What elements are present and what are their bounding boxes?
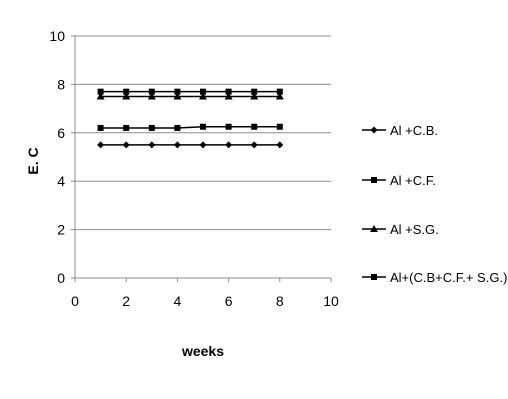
y-tick-label: 8	[57, 76, 65, 92]
data-point	[225, 123, 232, 130]
legend-label: Al +S.G.	[390, 222, 439, 237]
legend: Al +C.B. Al +C.F. Al +S.G. Al+(C.B+C.F.+ S.…	[362, 123, 507, 285]
data-point	[97, 141, 105, 149]
data-point	[97, 88, 104, 95]
x-tick-label: 8	[276, 293, 284, 309]
data-point	[251, 123, 258, 130]
gridlines	[75, 35, 331, 231]
x-tick-label: 0	[71, 293, 79, 309]
series-3	[96, 92, 284, 100]
data-point	[174, 124, 181, 131]
data-point	[122, 141, 130, 149]
data-point	[148, 141, 156, 149]
y-tick-label: 10	[49, 28, 65, 44]
data-point	[250, 92, 259, 100]
legend-label: Al +C.B.	[390, 123, 438, 138]
legend-marker	[370, 225, 378, 232]
data-point	[122, 92, 131, 100]
series-1	[97, 141, 284, 149]
x-tick-label: 4	[174, 293, 182, 309]
legend-label: Al +C.F.	[390, 173, 436, 188]
series-2	[97, 123, 283, 131]
data-point	[123, 124, 130, 131]
legend-label: Al+(C.B+C.F.+ S.G.)	[390, 270, 507, 285]
data-point	[276, 141, 284, 149]
data-point	[148, 88, 155, 95]
x-tick-label: 6	[225, 293, 233, 309]
y-axis-title: E. C	[25, 147, 41, 174]
series-4	[97, 88, 283, 95]
legend-marker	[371, 274, 377, 280]
series-line	[100, 126, 280, 129]
data-point	[123, 88, 130, 95]
data-point	[251, 88, 258, 95]
tick-labels: 0 2 4 6 8 10 0 2 4 6 8 10	[49, 28, 339, 309]
data-point	[174, 88, 181, 95]
axes	[71, 35, 332, 282]
data-point	[199, 92, 207, 100]
data-point	[225, 88, 232, 95]
data-point	[97, 124, 104, 131]
data-point	[199, 141, 207, 149]
data-point	[250, 141, 258, 149]
data-point	[173, 141, 181, 149]
x-tick-label: 2	[122, 293, 130, 309]
data-point	[173, 92, 182, 100]
data-point	[276, 123, 283, 130]
data-point	[96, 92, 105, 100]
x-axis-title: weeks	[181, 343, 224, 359]
legend-item: Al+(C.B+C.F.+ S.G.)	[362, 270, 507, 285]
x-tick-label: 10	[323, 293, 339, 309]
y-tick-label: 6	[57, 125, 65, 141]
data-point	[276, 88, 283, 95]
legend-marker	[370, 126, 378, 134]
y-tick-label: 0	[57, 270, 65, 286]
legend-marker	[371, 177, 377, 183]
data-point	[148, 124, 155, 131]
legend-item: Al +S.G.	[362, 222, 439, 237]
data-point	[200, 123, 206, 130]
data-point	[225, 141, 233, 149]
data-point	[200, 88, 206, 95]
data-point	[147, 92, 156, 100]
y-tick-label: 4	[57, 173, 65, 189]
y-tick-label: 2	[57, 222, 65, 238]
data-point	[224, 92, 233, 100]
data-point	[275, 92, 284, 100]
legend-item: Al +C.B.	[362, 123, 438, 138]
legend-item: Al +C.F.	[362, 173, 436, 188]
series-group	[96, 88, 284, 149]
